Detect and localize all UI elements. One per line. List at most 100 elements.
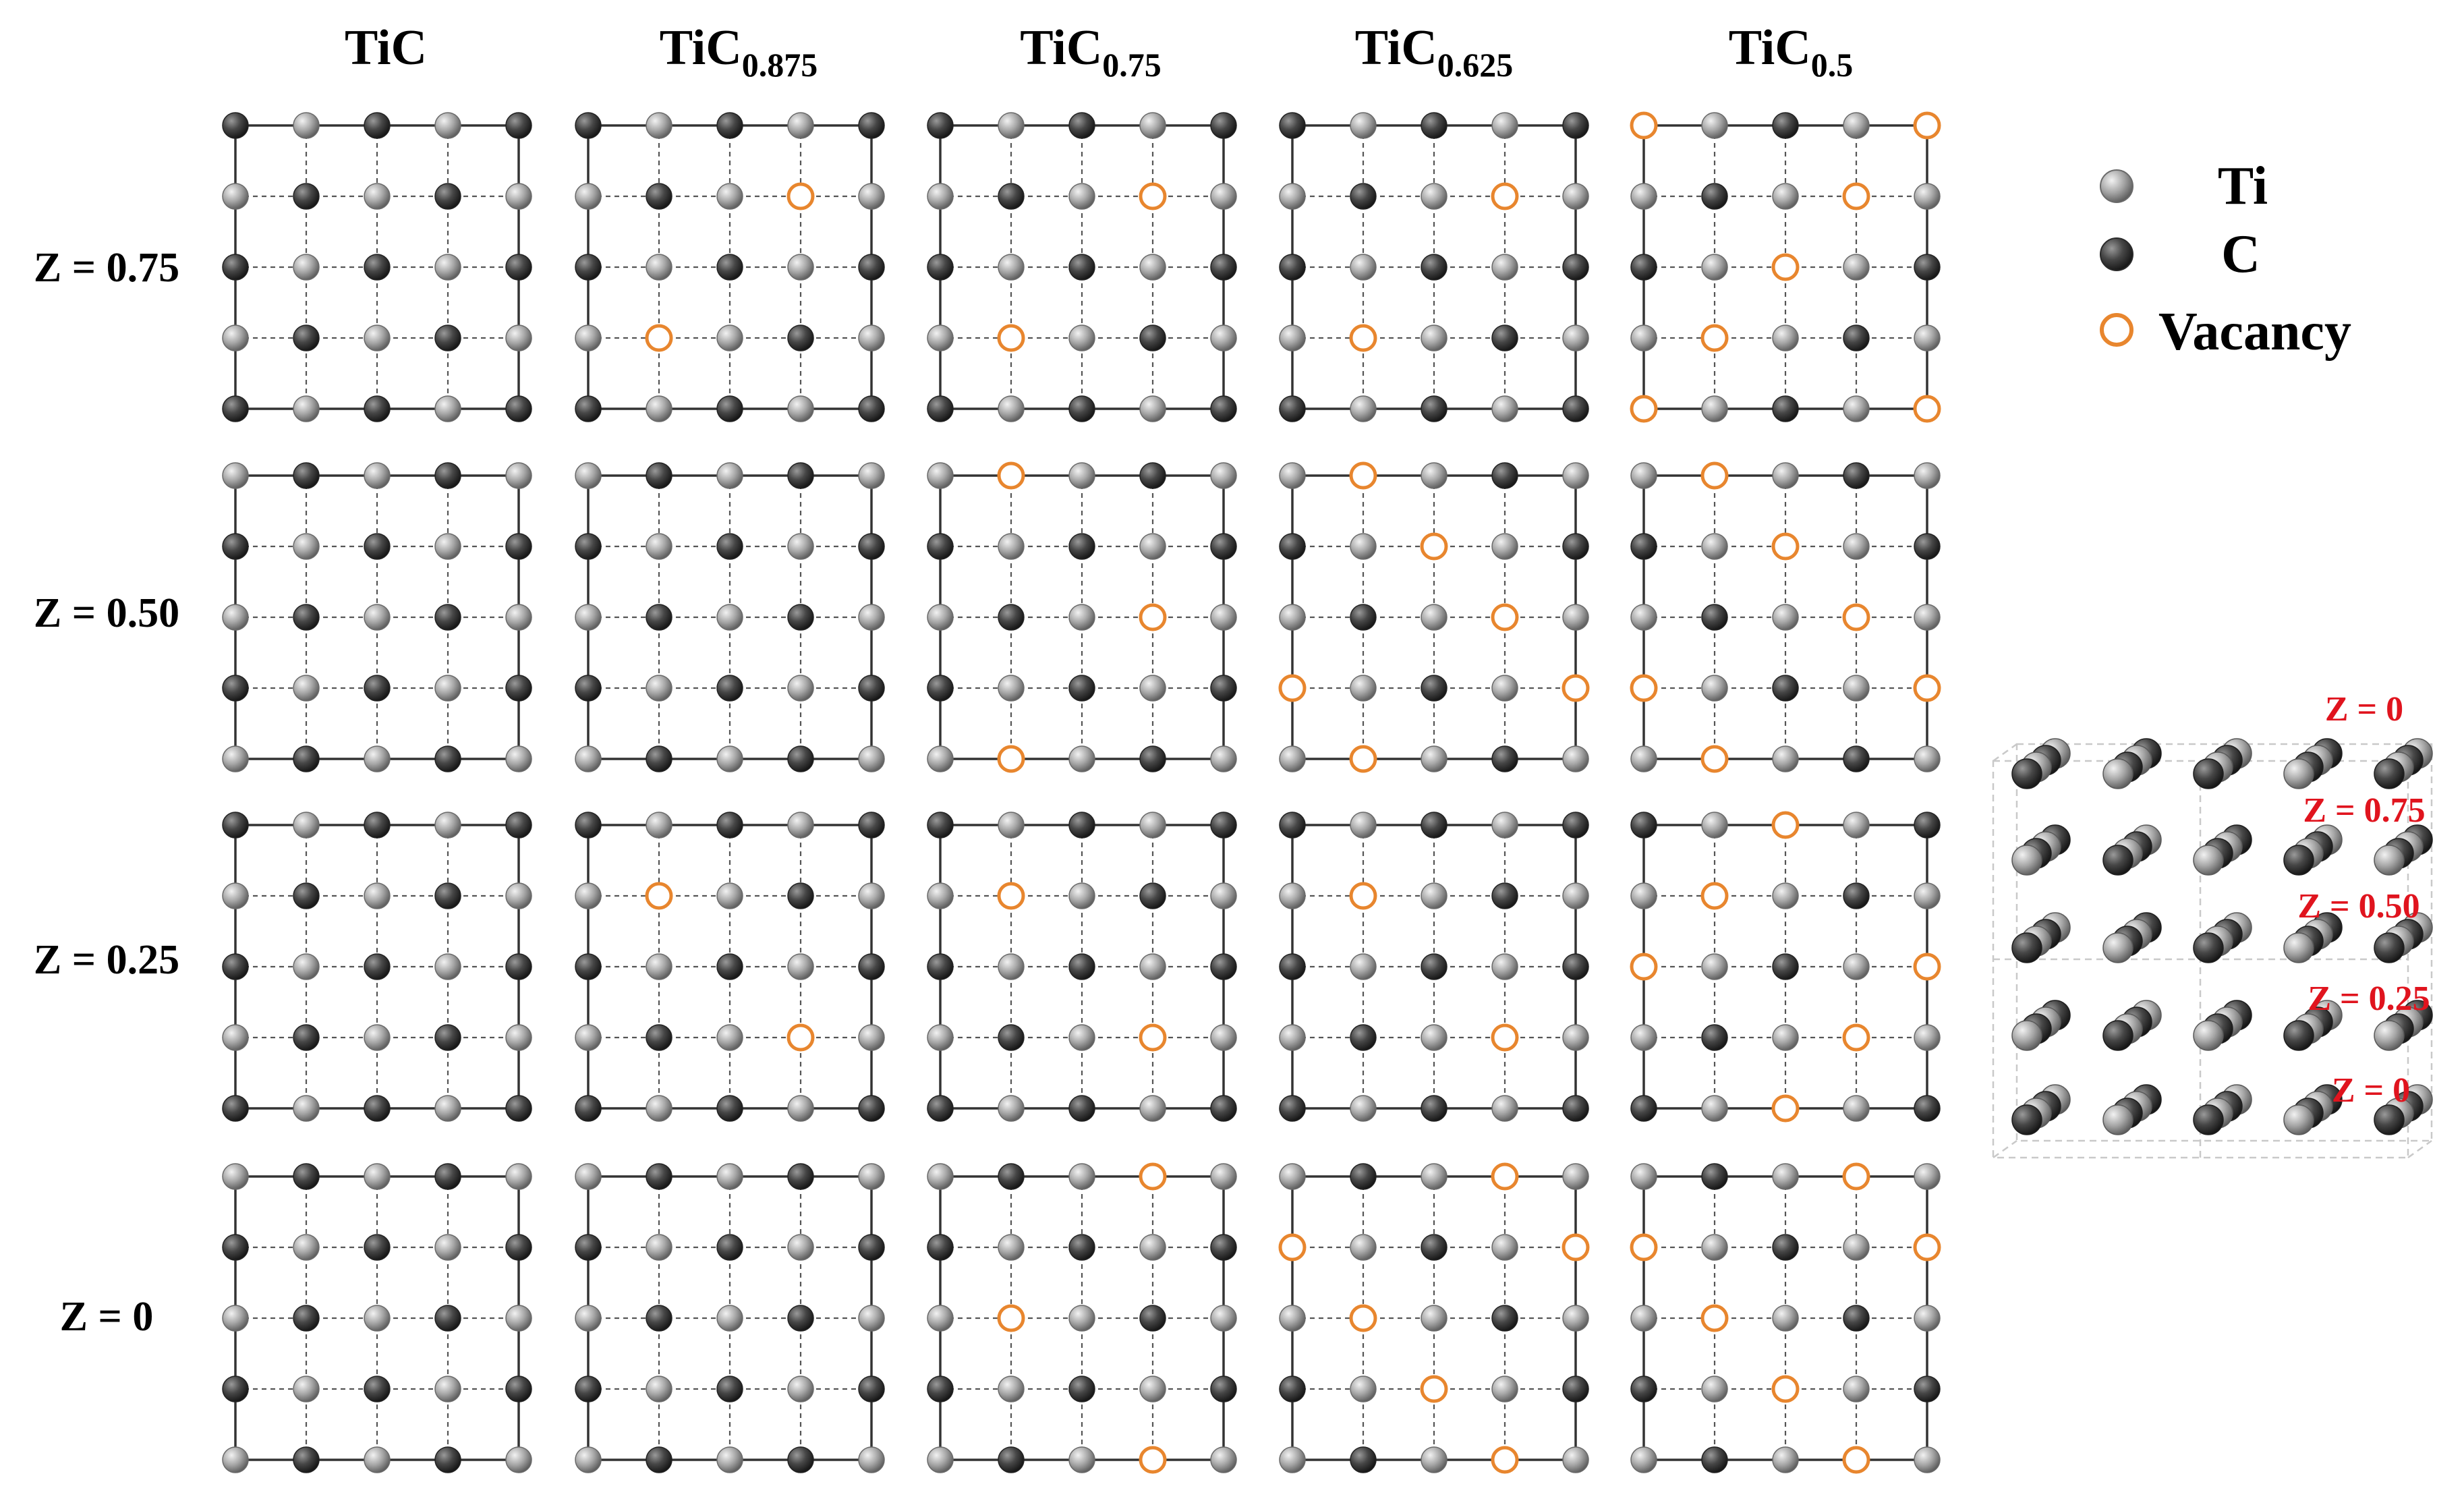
titanium-atom bbox=[222, 882, 249, 909]
legend-c-marker bbox=[2100, 237, 2133, 271]
titanium-atom bbox=[1279, 1446, 1306, 1473]
titanium-atom bbox=[505, 324, 532, 351]
titanium-atom bbox=[1210, 882, 1237, 909]
atom-chain bbox=[2011, 1084, 2071, 1135]
carbon-atom bbox=[2102, 845, 2133, 876]
titanium-atom bbox=[293, 675, 320, 702]
titanium-atom bbox=[1772, 324, 1799, 351]
carbon-atom bbox=[2193, 1104, 2224, 1135]
structure-z-label-075: Z = 0.75 bbox=[2303, 791, 2425, 830]
carbon-atom bbox=[716, 1234, 743, 1261]
carbon-atom bbox=[364, 812, 391, 839]
vacancy-site bbox=[1700, 1304, 1729, 1332]
carbon-atom bbox=[1350, 1163, 1377, 1190]
carbon-atom bbox=[575, 254, 602, 281]
titanium-atom bbox=[858, 1024, 885, 1051]
titanium-atom bbox=[1701, 254, 1728, 281]
titanium-atom bbox=[1701, 533, 1728, 560]
carbon-atom bbox=[1421, 1095, 1448, 1122]
carbon-atom bbox=[575, 112, 602, 139]
titanium-atom bbox=[787, 812, 814, 839]
carbon-atom bbox=[716, 812, 743, 839]
atom-chain bbox=[2102, 738, 2162, 789]
carbon-atom bbox=[858, 812, 885, 839]
vacancy-site bbox=[1139, 1162, 1167, 1191]
vacancy-site bbox=[997, 882, 1025, 910]
legend-ti-label: Ti bbox=[2218, 157, 2268, 216]
titanium-atom bbox=[222, 604, 249, 631]
carbon-atom bbox=[787, 1446, 814, 1473]
atom-chain bbox=[2374, 1084, 2433, 1135]
carbon-atom bbox=[1068, 812, 1095, 839]
titanium-atom bbox=[787, 112, 814, 139]
titanium-atom bbox=[2283, 932, 2314, 963]
vacancy-site bbox=[1349, 461, 1377, 490]
titanium-atom bbox=[787, 533, 814, 560]
titanium-atom bbox=[716, 1446, 743, 1473]
carbon-atom bbox=[1068, 254, 1095, 281]
atom-chain bbox=[2102, 824, 2162, 876]
vacancy-site bbox=[1562, 674, 1590, 702]
titanium-atom bbox=[927, 1446, 954, 1473]
vacancy-site bbox=[1420, 532, 1448, 561]
titanium-atom bbox=[1772, 604, 1799, 631]
titanium-atom bbox=[434, 395, 461, 422]
carbon-atom bbox=[2374, 1104, 2405, 1135]
vacancy-site bbox=[1139, 1023, 1167, 1052]
carbon-atom bbox=[787, 324, 814, 351]
vacancy-site bbox=[1139, 1446, 1167, 1474]
titanium-atom bbox=[1772, 1163, 1799, 1190]
titanium-atom bbox=[1772, 1305, 1799, 1332]
panel-tic-0625-z-025 bbox=[1279, 812, 1589, 1122]
carbon-atom bbox=[222, 112, 249, 139]
titanium-atom bbox=[1279, 324, 1306, 351]
vacancy-site bbox=[1700, 745, 1729, 773]
titanium-atom bbox=[1562, 604, 1589, 631]
carbon-atom bbox=[505, 812, 532, 839]
panel-tic-0625-z-075 bbox=[1279, 112, 1589, 422]
titanium-atom bbox=[716, 745, 743, 772]
atom-chain bbox=[2102, 1084, 2162, 1135]
vacancy-site bbox=[1491, 1446, 1519, 1474]
titanium-atom bbox=[646, 112, 672, 139]
carbon-atom bbox=[716, 254, 743, 281]
titanium-atom bbox=[575, 1446, 602, 1473]
titanium-atom bbox=[1562, 882, 1589, 909]
carbon-atom bbox=[1068, 675, 1095, 702]
titanium-atom bbox=[858, 462, 885, 489]
legend: Ti C Vacancy bbox=[2100, 157, 2351, 362]
titanium-atom bbox=[646, 1234, 672, 1261]
titanium-atom bbox=[1279, 1024, 1306, 1051]
vacancy-site bbox=[1913, 953, 1941, 981]
titanium-atom bbox=[1562, 1446, 1589, 1473]
carbon-atom bbox=[1701, 1163, 1728, 1190]
titanium-atom bbox=[787, 395, 814, 422]
titanium-atom bbox=[927, 604, 954, 631]
atom-chain bbox=[2011, 824, 2071, 876]
panel-tic-0875-z-075 bbox=[575, 112, 885, 422]
vacancy-site bbox=[997, 461, 1025, 490]
titanium-atom bbox=[1562, 1305, 1589, 1332]
titanium-atom bbox=[998, 395, 1025, 422]
vacancy-site bbox=[786, 1023, 815, 1052]
carbon-atom bbox=[646, 462, 672, 489]
column-header-tic-05: TiC0.5 bbox=[1729, 20, 1854, 84]
titanium-atom bbox=[1350, 533, 1377, 560]
titanium-atom bbox=[1421, 183, 1448, 210]
titanium-atom bbox=[505, 1305, 532, 1332]
carbon-atom bbox=[222, 1376, 249, 1402]
titanium-atom bbox=[1491, 812, 1518, 839]
titanium-atom bbox=[1701, 953, 1728, 980]
titanium-atom bbox=[716, 1024, 743, 1051]
titanium-atom bbox=[1210, 1163, 1237, 1190]
titanium-atom bbox=[1630, 183, 1657, 210]
atom-chain bbox=[2011, 1000, 2071, 1051]
carbon-atom bbox=[575, 1234, 602, 1261]
titanium-atom bbox=[1562, 324, 1589, 351]
carbon-atom bbox=[1210, 1234, 1237, 1261]
titanium-atom bbox=[1279, 183, 1306, 210]
carbon-atom bbox=[646, 1305, 672, 1332]
atom-chain bbox=[2193, 738, 2252, 789]
titanium-atom bbox=[1630, 745, 1657, 772]
vacancy-site bbox=[1630, 111, 1658, 140]
